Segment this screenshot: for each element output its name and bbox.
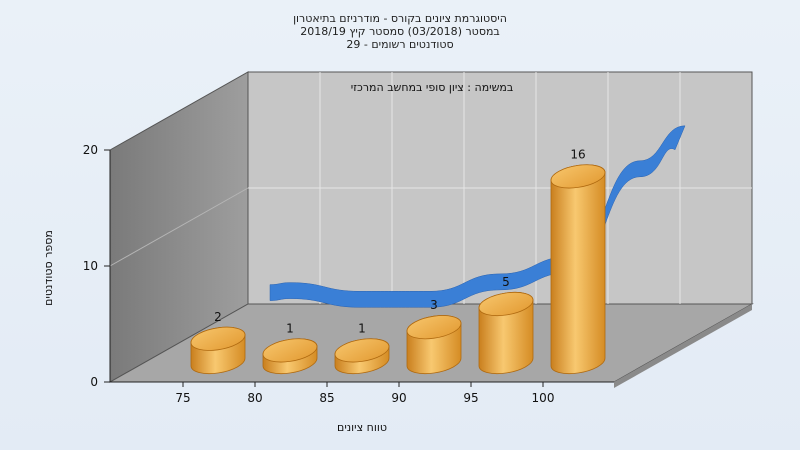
bar-top <box>478 291 534 317</box>
x-tick-label: 80 <box>247 391 262 405</box>
bar <box>334 338 390 375</box>
bar-top <box>406 315 462 340</box>
bar <box>262 338 318 375</box>
bar <box>190 326 246 375</box>
bar-top <box>550 164 606 189</box>
bar-value-label: 5 <box>502 275 510 289</box>
bar-value-label: 1 <box>286 321 294 335</box>
bar <box>406 315 462 375</box>
x-tick-label: 85 <box>319 391 334 405</box>
x-tick-label: 75 <box>175 391 190 405</box>
left-wall-grid <box>109 187 249 267</box>
y-axis-ticks: 0 10 20 <box>83 143 110 389</box>
bar-top <box>262 338 318 363</box>
x-axis-title: טווח ציונים <box>337 421 387 434</box>
bar-value-labels: 2 1 1 3 5 16 <box>214 147 585 335</box>
chart-title-line-2: במסטר (03/2018) סמסטר קיץ 2018/19 <box>300 25 500 38</box>
x-tick-label: 90 <box>391 391 406 405</box>
x-axis-ticks: 75 80 85 90 95 100 <box>175 382 554 405</box>
y-tick-label: 20 <box>83 143 98 157</box>
bar <box>550 164 606 375</box>
bar-top <box>190 326 246 351</box>
chart-right-edge <box>614 304 752 388</box>
x-tick-label: 100 <box>532 391 555 405</box>
y-tick-label: 10 <box>83 259 98 273</box>
bar-body <box>550 164 606 375</box>
chart-annotation: במשימה : ציון סופי במחשב המרכזי <box>351 81 514 94</box>
x-tick-label: 95 <box>463 391 478 405</box>
bar-value-label: 16 <box>570 147 585 161</box>
bar <box>478 291 534 375</box>
y-axis-title: מספר סטודנטים <box>42 230 55 306</box>
y-tick-label: 0 <box>90 375 98 389</box>
bar-value-label: 3 <box>430 298 438 312</box>
chart-title-line-3: סטודנטים רשומים - 29 <box>346 38 453 51</box>
bars-group <box>190 164 606 375</box>
bar-value-label: 2 <box>214 310 222 324</box>
bar-top <box>334 338 390 363</box>
chart-title-line-1: היסטוגרמת ציונים בקורס - מודרניזם בתיאטר… <box>293 12 507 25</box>
bar-value-label: 1 <box>358 321 366 335</box>
